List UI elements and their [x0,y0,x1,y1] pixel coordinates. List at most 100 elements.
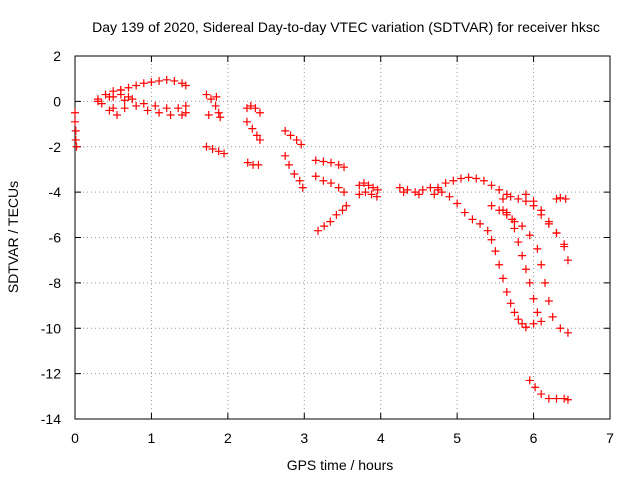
data-point [367,190,376,199]
data-point [147,78,156,87]
data-point [544,217,553,226]
series-seg-2.3b [242,117,264,144]
y-axis-label: SDTVAR / TECUs [5,181,21,293]
data-point [518,251,527,260]
data-point [495,206,504,215]
data-point [246,101,255,110]
y-tick-label: 2 [53,48,61,64]
data-point [441,179,450,188]
series-arc-6.0 [487,201,572,337]
data-point [521,190,530,199]
data-point [395,183,404,192]
data-point [533,244,542,253]
data-point [537,390,546,399]
grid-layer [75,56,610,419]
x-tick-label: 2 [224,430,232,446]
data-point [71,117,79,126]
data-point [109,92,118,101]
data-point [155,76,164,85]
data-point [248,124,257,133]
data-point [212,92,221,101]
data-point [342,201,351,210]
data-point [552,228,561,237]
data-point [202,90,211,99]
series-loop-5.9 [499,206,546,332]
data-point [71,108,79,117]
data-point [556,324,565,333]
mark-layer [71,75,572,404]
data-point [254,160,263,169]
y-tick-label: -4 [49,184,62,200]
data-point [560,240,569,249]
data-point [510,224,519,233]
data-point [563,256,572,265]
data-point [514,238,523,247]
data-point [285,160,293,169]
data-point [495,260,504,269]
series-seg-2.3c [243,158,263,169]
data-point [174,104,183,113]
x-tick-label: 5 [453,430,461,446]
data-point [426,183,435,192]
data-point [162,75,171,84]
data-point [214,147,223,156]
series-seg-2.8b [281,151,307,192]
data-point [120,104,129,113]
data-point [556,193,565,202]
data-point [499,274,507,283]
data-point [487,201,496,210]
data-point [220,149,229,158]
data-point [460,208,469,217]
data-point [502,287,511,296]
data-point [71,135,80,144]
series-seg-2.8a [281,126,306,149]
data-point [72,142,81,151]
data-point [521,265,530,274]
data-point [552,194,561,203]
data-point [491,247,500,256]
data-point [251,104,260,113]
data-point [537,206,546,215]
series-seg-3.2c [314,201,351,235]
series-cluster-4.5 [395,183,443,199]
data-point [327,179,336,188]
data-point [355,181,364,190]
data-point [340,188,349,197]
data-point [311,172,320,181]
data-point [525,278,534,287]
tick-layer: 0 1 2 3 4 5 6 7 2 0 -2 -4 -6 -8 -10 -12 -14 [41,48,614,446]
y-tick-label: -14 [41,411,61,427]
data-point [525,376,534,385]
data-point [143,106,152,115]
data-point [518,222,527,231]
data-point [340,163,349,172]
data-point [314,226,323,235]
data-point [292,135,301,144]
data-point [434,183,443,192]
data-point [320,222,329,231]
series-arc-low [97,96,190,119]
data-point [369,183,378,192]
data-point [537,317,546,326]
data-point [430,190,439,199]
data-point [132,101,141,110]
data-point [537,260,546,269]
data-point [487,181,496,190]
series-arc-mid [93,90,190,113]
data-point [208,145,217,154]
data-point [338,206,347,215]
data-point [139,99,148,108]
data-point [525,231,534,240]
data-point [71,126,80,135]
data-point [548,312,557,321]
data-point [255,108,264,117]
data-point [214,108,223,117]
data-point [456,174,465,183]
data-point [468,215,477,224]
data-point [506,299,515,308]
data-point [563,395,572,404]
data-point [281,151,290,160]
data-point [334,160,343,169]
data-point [116,86,125,95]
data-point [327,158,336,167]
